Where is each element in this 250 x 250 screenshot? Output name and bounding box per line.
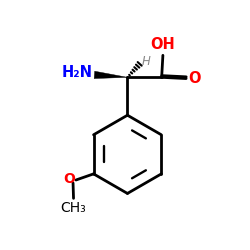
Text: OH: OH [150, 38, 175, 52]
Text: O: O [63, 172, 75, 186]
Text: CH₃: CH₃ [61, 201, 86, 215]
Text: O: O [188, 71, 201, 86]
Text: H: H [142, 55, 150, 68]
Text: H₂N: H₂N [62, 66, 92, 80]
Polygon shape [94, 71, 128, 78]
